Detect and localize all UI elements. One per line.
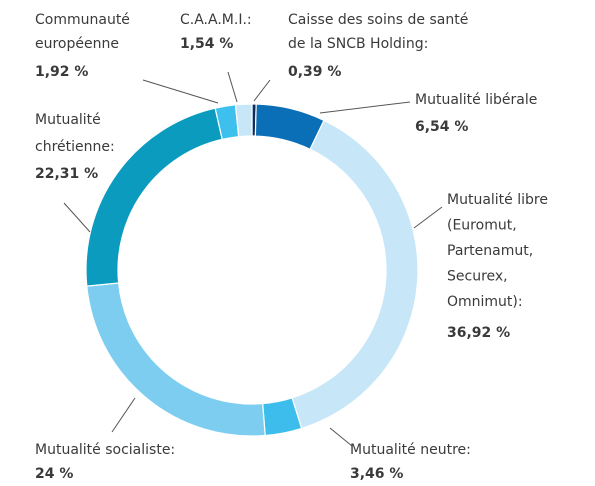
value-label: 22,31 %	[35, 166, 98, 182]
segment-label: chrétienne:	[35, 139, 115, 155]
value-label: 1,92 %	[35, 64, 88, 80]
segment-label: (Euromut,	[447, 218, 517, 234]
value-label: 24 %	[35, 466, 73, 482]
leader-line	[227, 71, 238, 103]
segment-label: Mutualité libre	[447, 192, 548, 208]
segment-label: européenne	[35, 36, 119, 52]
leader-line	[329, 427, 353, 447]
leader-line	[319, 101, 411, 114]
donut-segment	[86, 282, 266, 437]
value-label: 0,39 %	[288, 64, 341, 80]
leader-line	[413, 206, 443, 229]
segment-label: Mutualité neutre:	[350, 442, 471, 458]
value-label: 1,54 %	[180, 36, 233, 52]
segment-label: Mutualité libérale	[415, 92, 537, 108]
segment-label: Caisse des soins de santé	[288, 12, 468, 28]
segment-label: Mutualité	[35, 112, 101, 128]
value-label: 36,92 %	[447, 325, 510, 341]
donut-segment	[234, 103, 253, 138]
segment-label: Securex,	[447, 269, 508, 285]
segment-label: Communauté	[35, 12, 130, 28]
value-label: 3,46 %	[350, 466, 403, 482]
leader-line	[111, 397, 136, 433]
donut-segment	[291, 119, 419, 430]
donut-segment	[85, 107, 223, 287]
segment-label: C.A.A.M.I.:	[180, 12, 252, 28]
leader-line	[142, 79, 219, 104]
leader-line	[63, 202, 91, 233]
value-label: 6,54 %	[415, 119, 468, 135]
segment-label: Partenamut,	[447, 243, 533, 259]
segment-label: de la SNCB Holding:	[288, 36, 428, 52]
segment-label: Mutualité socialiste:	[35, 442, 175, 458]
segment-label: Omnimut):	[447, 294, 523, 310]
leader-line	[253, 79, 271, 102]
